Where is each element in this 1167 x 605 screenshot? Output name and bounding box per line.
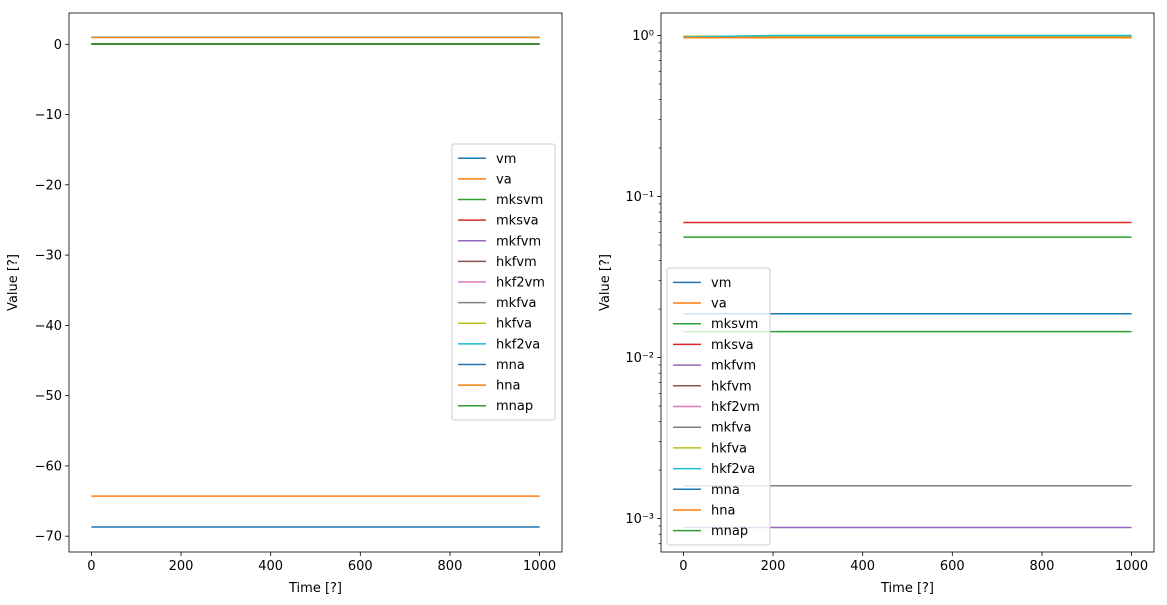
x-tick-label: 1000 xyxy=(1115,559,1148,574)
legend-label-mksvm: mksvm xyxy=(711,317,758,332)
legend-label-hkfva: hkfva xyxy=(496,317,532,332)
y-tick-label: 10⁻³ xyxy=(625,512,654,527)
y-tick-label: −10 xyxy=(35,108,62,123)
y-tick-label: 0 xyxy=(54,38,62,53)
axes-frame xyxy=(660,12,1155,553)
legend-label-hkfva: hkfva xyxy=(711,441,747,456)
y-axis-label: Value [?] xyxy=(6,254,21,311)
x-tick-label: 0 xyxy=(679,559,687,574)
legend-label-hkfvm: hkfvm xyxy=(711,379,752,394)
chart-right: 0 200 400 600 800 1000 10⁰ 10⁻¹ 10⁻² 10⁻³ Time [?]… xyxy=(598,12,1155,596)
y-tick-label: −60 xyxy=(35,459,62,474)
legend-label-hkf2vm: hkf2vm xyxy=(496,276,545,291)
y-tick-label: 10⁻¹ xyxy=(625,190,654,205)
axes-frame xyxy=(68,12,563,553)
legend-label-mkfvm: mkfvm xyxy=(496,234,541,249)
legend-label-hna: hna xyxy=(711,503,735,518)
legend-label-mksva: mksva xyxy=(711,338,754,353)
y-tick-label: 10⁰ xyxy=(632,29,654,44)
x-tick-label: 800 xyxy=(1030,559,1055,574)
x-tick-label: 600 xyxy=(348,559,373,574)
y-axis-label: Value [?] xyxy=(598,254,613,311)
series-line-hkf2va xyxy=(683,34,1132,38)
legend: vm va mksvm mksva mkfvm hkfvm hkf2vm mkfva hkfva… xyxy=(451,143,556,421)
x-tick-label: 0 xyxy=(87,559,95,574)
legend-label-hkf2vm: hkf2vm xyxy=(711,400,760,415)
legend-box xyxy=(451,143,556,421)
series-lines xyxy=(91,36,540,528)
legend-label-va: va xyxy=(496,172,512,187)
y-tick-label: −70 xyxy=(35,530,62,545)
chart-left: 0 200 400 600 800 1000 0 −10 −20 −30 −40 −50 −60 −70 T… xyxy=(6,12,563,596)
x-axis-label: Time [?] xyxy=(880,581,934,596)
legend-label-mna: mna xyxy=(496,358,525,373)
y-tick-label: −40 xyxy=(35,319,62,334)
x-tick-label: 400 xyxy=(258,559,283,574)
legend-label-vm: vm xyxy=(711,276,731,291)
legend-label-mna: mna xyxy=(711,483,740,498)
y-tick-label: −30 xyxy=(35,249,62,264)
legend-label-mkfva: mkfva xyxy=(711,421,751,436)
legend-label-mnap: mnap xyxy=(496,399,533,414)
series-lines xyxy=(683,34,1132,529)
legend-label-mnap: mnap xyxy=(711,524,748,539)
legend-label-hkfvm: hkfvm xyxy=(496,255,537,270)
x-axis-label: Time [?] xyxy=(288,581,342,596)
x-tick-label: 1000 xyxy=(523,559,556,574)
x-tick-label: 600 xyxy=(940,559,965,574)
legend-label-mkfva: mkfva xyxy=(496,296,536,311)
legend-label-mkfvm: mkfvm xyxy=(711,359,756,374)
x-tick-label: 200 xyxy=(169,559,194,574)
y-tick-label: −50 xyxy=(35,389,62,404)
y-tick-label: 10⁻² xyxy=(625,351,654,366)
legend-label-mksvm: mksvm xyxy=(496,193,543,208)
legend-box xyxy=(666,267,771,546)
x-tick-label: 800 xyxy=(438,559,463,574)
x-tick-label: 400 xyxy=(850,559,875,574)
x-tick-label: 200 xyxy=(761,559,786,574)
legend-label-mksva: mksva xyxy=(496,214,539,229)
legend-label-hkf2va: hkf2va xyxy=(496,337,540,352)
legend-label-hkf2va: hkf2va xyxy=(711,462,755,477)
y-tick-label: −20 xyxy=(35,178,62,193)
legend-label-va: va xyxy=(711,297,727,312)
legend-label-vm: vm xyxy=(496,152,516,167)
legend-label-hna: hna xyxy=(496,379,520,394)
legend: vm va mksvm mksva mkfvm hkfvm hkf2vm mkfva hkfva… xyxy=(666,267,771,546)
